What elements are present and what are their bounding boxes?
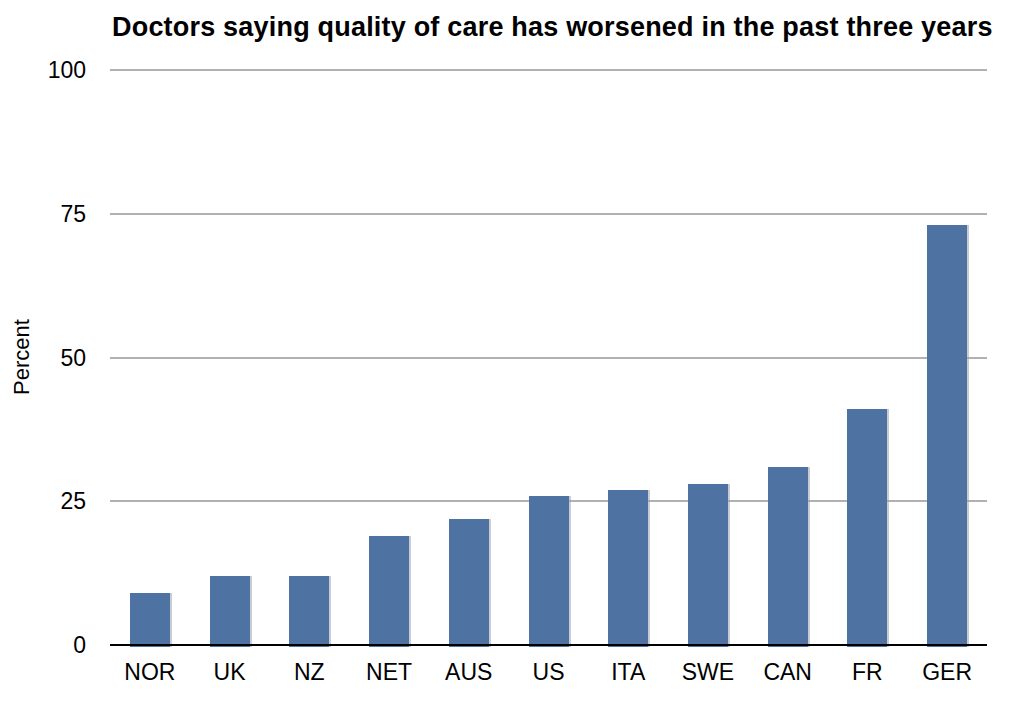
y-tick-label: 50 — [0, 344, 86, 372]
bar-aus — [449, 519, 489, 648]
y-tick-label: 100 — [0, 56, 86, 84]
bar-nor — [130, 593, 170, 647]
chart-title: Doctors saying quality of care has worse… — [112, 12, 993, 43]
bar-nz — [289, 576, 329, 647]
bar-fr — [847, 409, 887, 647]
bar-us — [529, 496, 569, 648]
bar-ita — [608, 490, 648, 647]
gridline — [110, 69, 987, 71]
bar-net — [369, 536, 409, 647]
plot-area — [110, 70, 987, 647]
x-tick-label: GER — [897, 658, 997, 686]
bar-chart: Doctors saying quality of care has worse… — [0, 0, 1010, 706]
gridline — [110, 213, 987, 215]
x-axis-line — [110, 644, 987, 646]
bar-can — [768, 467, 808, 647]
bar-swe — [688, 484, 728, 647]
bar-uk — [210, 576, 250, 647]
bar-ger — [927, 225, 967, 647]
y-tick-label: 75 — [0, 200, 86, 228]
gridline — [110, 357, 987, 359]
y-tick-label: 0 — [0, 631, 86, 659]
y-tick-label: 25 — [0, 487, 86, 515]
